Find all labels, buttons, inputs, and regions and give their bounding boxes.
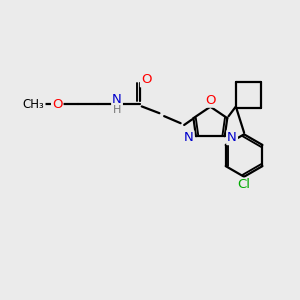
Text: O: O [205,94,216,107]
Text: H: H [113,105,121,115]
Text: Cl: Cl [238,178,250,191]
Text: CH₃: CH₃ [23,98,45,111]
Text: N: N [112,93,122,106]
Text: O: O [141,74,152,86]
Text: O: O [52,98,62,111]
Text: N: N [184,131,194,144]
Text: N: N [227,131,237,144]
